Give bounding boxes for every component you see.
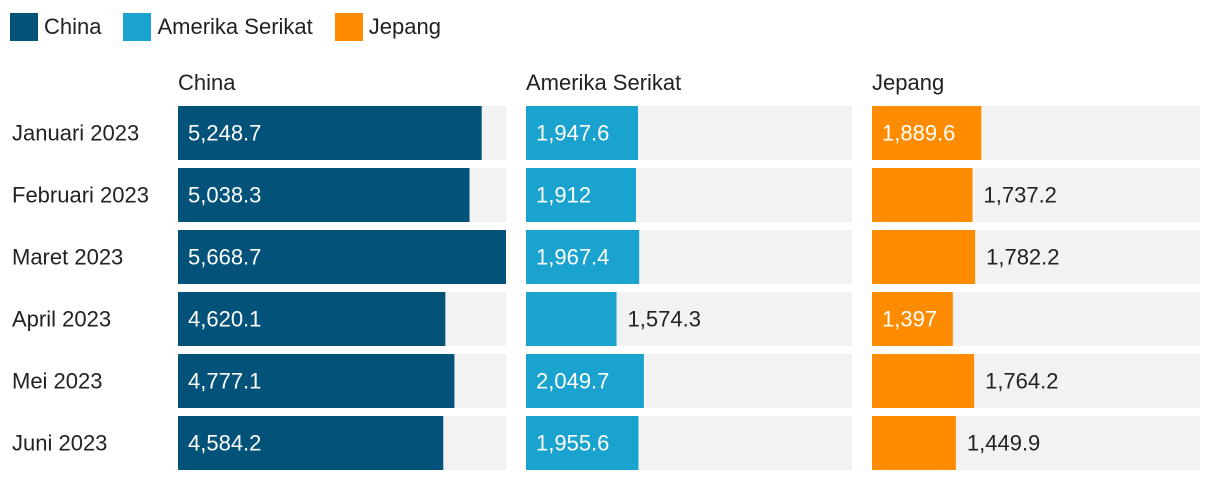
bar-china-maret-2023 [178,230,506,284]
panel-title-china: China [178,70,236,95]
bar-jepang-april-2023 [872,292,953,346]
legend-swatch-china [10,13,38,41]
bar-amerika-serikat-mei-2023 [526,354,644,408]
bar-amerika-serikat-juni-2023 [526,416,639,470]
row-label-maret-2023: Maret 2023 [12,245,123,270]
legend-item-jepang: Jepang [334,13,441,41]
bar-china-mei-2023 [178,354,455,408]
bar-china-januari-2023 [178,106,482,160]
value-label-jepang-april-2023: 1,397 [882,307,937,332]
legend-item-amerika-serikat: Amerika Serikat [123,13,313,41]
value-label-jepang-februari-2023: 1,737.2 [984,183,1057,208]
value-label-amerika-serikat-maret-2023: 1,967.4 [536,245,609,270]
value-label-china-februari-2023: 5,038.3 [188,183,261,208]
legend-swatch-jepang [334,13,363,41]
value-label-amerika-serikat-mei-2023: 2,049.7 [536,369,609,394]
bar-jepang-januari-2023 [872,106,982,160]
bar-jepang-mei-2023 [872,354,975,408]
value-label-jepang-januari-2023: 1,889.6 [882,121,955,146]
value-label-jepang-maret-2023: 1,782.2 [986,245,1059,270]
bar-china-februari-2023 [178,168,470,222]
value-label-china-april-2023: 4,620.1 [188,307,261,332]
value-label-jepang-juni-2023: 1,449.9 [967,431,1040,456]
bar-amerika-serikat-maret-2023 [526,230,640,284]
value-label-jepang-mei-2023: 1,764.2 [985,369,1058,394]
row-label-juni-2023: Juni 2023 [12,431,107,456]
value-label-amerika-serikat-januari-2023: 1,947.6 [536,121,609,146]
bar-amerika-serikat-april-2023 [526,292,617,346]
row-label-mei-2023: Mei 2023 [12,369,103,394]
value-label-china-januari-2023: 5,248.7 [188,121,261,146]
row-label-april-2023: April 2023 [12,307,111,332]
legend-label-jepang: Jepang [368,14,441,39]
legend-swatch-amerika-serikat [123,13,152,41]
panel-title-jepang: Jepang [872,70,944,95]
value-label-amerika-serikat-februari-2023: 1,912 [536,183,591,208]
value-label-amerika-serikat-juni-2023: 1,955.6 [536,431,609,456]
bar-amerika-serikat-februari-2023 [526,168,636,222]
bar-jepang-februari-2023 [872,168,973,222]
legend: China Amerika Serikat Jepang [10,11,463,43]
row-label-januari-2023: Januari 2023 [12,121,139,146]
legend-item-china: China [10,13,101,41]
value-label-china-maret-2023: 5,668.7 [188,245,261,270]
bar-amerika-serikat-januari-2023 [526,106,639,160]
value-label-china-juni-2023: 4,584.2 [188,431,261,456]
legend-label-china: China [44,14,102,39]
value-label-amerika-serikat-april-2023: 1,574.3 [628,307,701,332]
panel-title-amerika-serikat: Amerika Serikat [526,70,681,95]
bar-china-juni-2023 [178,416,444,470]
bar-china-april-2023 [178,292,446,346]
value-label-china-mei-2023: 4,777.1 [188,369,261,394]
row-label-februari-2023: Februari 2023 [12,183,149,208]
bar-jepang-juni-2023 [872,416,956,470]
legend-label-amerika-serikat: Amerika Serikat [157,14,313,39]
bar-jepang-maret-2023 [872,230,976,284]
